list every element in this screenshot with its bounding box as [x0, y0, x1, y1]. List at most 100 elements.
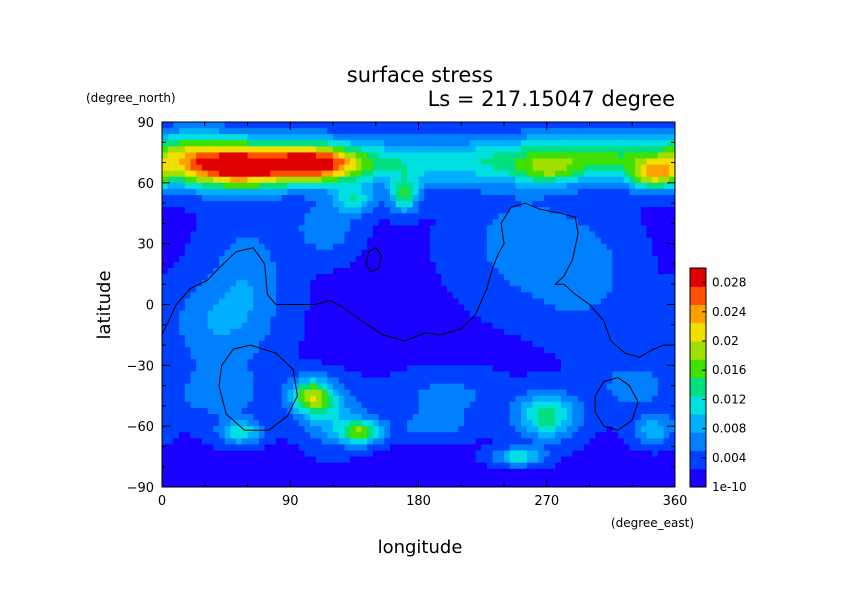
- field-cell: [652, 407, 659, 415]
- field-cell: [583, 164, 591, 172]
- field-cell: [384, 334, 391, 342]
- field-cell: [578, 146, 585, 154]
- field-cell: [333, 359, 340, 366]
- field-cell: [595, 158, 602, 166]
- field-cell: [600, 231, 608, 239]
- field-cell: [287, 334, 294, 342]
- field-cell: [515, 261, 522, 269]
- field-cell: [504, 255, 511, 263]
- field-cell: [241, 225, 249, 233]
- field-cell: [447, 310, 454, 318]
- field-cell: [207, 280, 214, 287]
- field-cell: [384, 286, 391, 293]
- field-cell: [213, 140, 220, 147]
- field-cell: [618, 225, 625, 233]
- field-cell: [595, 298, 602, 306]
- field-cell: [315, 213, 323, 220]
- field-cell: [635, 420, 642, 427]
- field-cell: [669, 341, 675, 348]
- field-cell: [395, 225, 402, 233]
- field-cell: [190, 280, 197, 287]
- field-cell: [298, 158, 306, 166]
- field-cell: [635, 298, 642, 306]
- field-cell: [315, 182, 323, 190]
- field-cell: [555, 450, 562, 458]
- field-cell: [276, 371, 283, 379]
- field-cell: [361, 401, 368, 409]
- field-cell: [612, 377, 619, 385]
- field-cell: [498, 407, 505, 415]
- field-cell: [173, 225, 180, 233]
- field-cell: [526, 146, 534, 154]
- field-cell: [629, 432, 636, 439]
- field-cell: [219, 292, 226, 300]
- field-cell: [247, 420, 254, 427]
- field-cell: [606, 201, 613, 208]
- field-cell: [264, 195, 271, 202]
- field-cell: [258, 444, 266, 452]
- field-cell: [321, 395, 328, 403]
- field-cell: [635, 201, 642, 208]
- field-cell: [618, 231, 625, 239]
- field-cell: [606, 176, 613, 184]
- field-cell: [184, 286, 192, 293]
- field-cell: [561, 328, 568, 336]
- field-cell: [606, 243, 613, 251]
- field-cell: [401, 170, 408, 178]
- field-cell: [321, 456, 328, 464]
- field-cell: [652, 261, 659, 269]
- field-cell: [441, 371, 448, 379]
- field-cell: [555, 140, 562, 147]
- field-cell: [549, 450, 556, 458]
- field-cell: [504, 438, 511, 446]
- field-cell: [629, 304, 636, 312]
- field-cell: [270, 225, 277, 233]
- field-cell: [367, 182, 374, 190]
- field-cell: [247, 353, 254, 360]
- field-cell: [179, 353, 186, 360]
- field-cell: [657, 146, 665, 154]
- field-cell: [669, 359, 675, 366]
- field-cell: [258, 310, 266, 318]
- field-cell: [412, 237, 420, 245]
- field-cell: [207, 334, 214, 342]
- field-cell: [401, 207, 408, 214]
- field-cell: [201, 195, 209, 202]
- field-cell: [333, 432, 340, 439]
- field-cell: [167, 359, 174, 366]
- field-cell: [173, 444, 180, 452]
- field-cell: [401, 140, 408, 147]
- field-cell: [589, 383, 596, 391]
- field-cell: [418, 213, 425, 220]
- field-cell: [344, 383, 351, 391]
- field-cell: [264, 298, 271, 306]
- field-cell: [475, 371, 482, 379]
- field-cell: [270, 420, 277, 427]
- field-cell: [378, 444, 385, 452]
- field-cell: [481, 292, 488, 300]
- field-cell: [173, 134, 180, 141]
- field-cell: [264, 213, 271, 220]
- field-cell: [224, 213, 231, 220]
- field-cell: [543, 188, 551, 196]
- field-cell: [623, 438, 630, 446]
- field-cell: [486, 134, 494, 141]
- field-cell: [196, 243, 203, 251]
- field-cell: [241, 383, 249, 391]
- field-cell: [333, 255, 340, 263]
- field-cell: [469, 316, 477, 324]
- field-cell: [532, 292, 539, 300]
- field-cell: [464, 420, 471, 427]
- field-cell: [344, 322, 351, 330]
- field-cell: [578, 268, 585, 275]
- field-cell: [578, 188, 585, 196]
- field-cell: [492, 328, 499, 336]
- field-cell: [224, 249, 231, 257]
- field-cell: [669, 128, 675, 135]
- field-cell: [492, 274, 499, 281]
- field-cell: [521, 389, 528, 397]
- field-cell: [213, 286, 220, 293]
- field-cell: [327, 377, 334, 385]
- field-cell: [623, 261, 630, 269]
